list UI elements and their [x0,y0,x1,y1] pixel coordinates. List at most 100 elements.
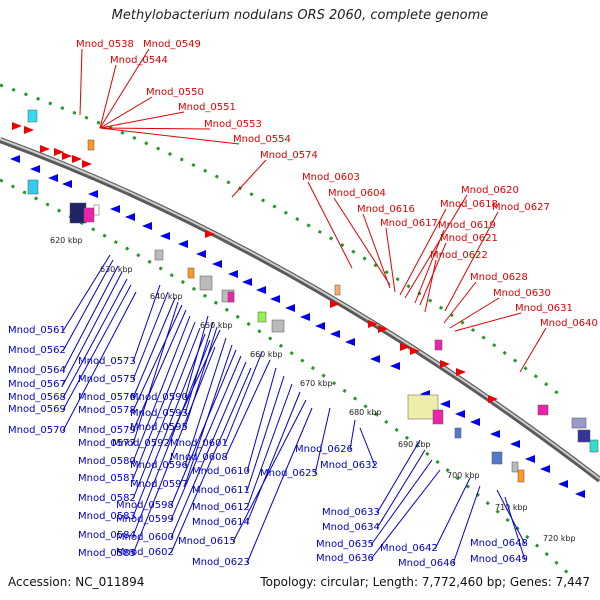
gene-block[interactable] [491,451,503,465]
bottom-gene-label[interactable]: Mnod_0611 [192,485,250,496]
bottom-gene-label[interactable]: Mnod_0573 [78,356,136,367]
top-gene-label[interactable]: Mnod_0640 [540,318,598,329]
top-gene-label[interactable]: Mnod_0627 [492,202,550,213]
gene-arrow[interactable] [330,300,340,308]
gene-arrow[interactable] [62,180,72,188]
gene-arrow[interactable] [10,155,20,163]
gene-arrow[interactable] [330,330,340,338]
top-gene-label[interactable]: Mnod_0538 [76,39,134,50]
gene-block[interactable] [227,291,235,303]
bottom-gene-label[interactable]: Mnod_0600 [116,532,174,543]
top-gene-label[interactable]: Mnod_0553 [204,119,262,130]
gene-arrow[interactable] [82,160,92,168]
gene-arrow[interactable] [160,232,170,240]
gene-block[interactable] [69,202,87,224]
gene-arrow[interactable] [345,338,355,346]
gene-block[interactable] [271,319,285,333]
gene-arrow[interactable] [12,122,22,130]
gene-arrow[interactable] [525,455,535,463]
gene-arrow[interactable] [196,250,206,258]
top-gene-label[interactable]: Mnod_0544 [110,55,168,66]
gene-block[interactable] [517,469,525,483]
gene-arrow[interactable] [72,155,82,163]
bottom-gene-label[interactable]: Mnod_0623 [192,557,250,568]
bottom-gene-label[interactable]: Mnod_0590 [130,392,188,403]
gene-arrow[interactable] [510,440,520,448]
top-gene-label[interactable]: Mnod_0620 [461,185,519,196]
top-gene-label[interactable]: Mnod_0550 [146,87,204,98]
bottom-gene-label[interactable]: Mnod_0596 [130,460,188,471]
gene-block[interactable] [93,204,100,216]
bottom-gene-label[interactable]: Mnod_0635 [316,539,374,550]
gene-arrow[interactable] [24,126,34,134]
top-gene-label[interactable]: Mnod_0630 [493,288,551,299]
gene-arrow[interactable] [440,360,450,368]
gene-arrow[interactable] [455,410,465,418]
bottom-gene-label[interactable]: Mnod_0561 [8,325,66,336]
gene-arrow[interactable] [490,430,500,438]
top-gene-label[interactable]: Mnod_0549 [143,39,201,50]
bottom-gene-label[interactable]: Mnod_0614 [192,517,250,528]
bottom-gene-label[interactable]: Mnod_0567 [8,379,66,390]
gene-arrow[interactable] [256,286,266,294]
top-gene-label[interactable]: Mnod_0621 [440,233,498,244]
gene-arrow[interactable] [242,278,252,286]
gene-arrow[interactable] [300,313,310,321]
gene-block[interactable] [27,109,38,123]
top-gene-label[interactable]: Mnod_0618 [440,199,498,210]
bottom-gene-label[interactable]: Mnod_0585 [78,548,136,559]
gene-block[interactable] [87,139,95,151]
gene-arrow[interactable] [40,145,50,153]
gene-arrow[interactable] [62,152,72,160]
top-gene-label[interactable]: Mnod_0631 [515,303,573,314]
gene-block[interactable] [334,284,341,296]
top-gene-label[interactable]: Mnod_0603 [302,172,360,183]
bottom-gene-label[interactable]: Mnod_0626 [295,444,353,455]
bottom-gene-label[interactable]: Mnod_0577 [78,438,136,449]
bottom-gene-label[interactable]: Mnod_0579 [78,425,136,436]
gene-block[interactable] [434,339,443,351]
gene-arrow[interactable] [110,205,120,213]
bottom-gene-label[interactable]: Mnod_0602 [116,547,174,558]
bottom-gene-label[interactable]: Mnod_0601 [170,438,228,449]
bottom-gene-label[interactable]: Mnod_0592 [112,438,170,449]
bottom-gene-label[interactable]: Mnod_0578 [78,405,136,416]
bottom-gene-label[interactable]: Mnod_0593 [130,408,188,419]
gene-arrow[interactable] [456,368,466,376]
gene-arrow[interactable] [178,240,188,248]
gene-block[interactable] [154,249,164,261]
gene-block[interactable] [511,461,519,473]
bottom-gene-label[interactable]: Mnod_0583 [78,511,136,522]
bottom-gene-label[interactable]: Mnod_0598 [116,500,174,511]
gene-block[interactable] [432,409,444,425]
gene-arrow[interactable] [370,355,380,363]
bottom-gene-label[interactable]: Mnod_0625 [260,468,318,479]
bottom-gene-label[interactable]: Mnod_0582 [78,493,136,504]
bottom-gene-label[interactable]: Mnod_0584 [78,530,136,541]
gene-block[interactable] [199,275,213,291]
bottom-gene-label[interactable]: Mnod_0576 [78,392,136,403]
bottom-gene-label[interactable]: Mnod_0646 [398,558,456,569]
bottom-gene-label[interactable]: Mnod_0610 [192,466,250,477]
gene-arrow[interactable] [30,165,40,173]
gene-arrow[interactable] [440,400,450,408]
bottom-gene-label[interactable]: Mnod_0564 [8,365,66,376]
top-gene-label[interactable]: Mnod_0574 [260,150,318,161]
gene-arrow[interactable] [390,362,400,370]
top-gene-label[interactable]: Mnod_0554 [233,134,291,145]
gene-block[interactable] [83,207,95,223]
bottom-gene-label[interactable]: Mnod_0636 [316,553,374,564]
gene-block[interactable] [577,429,591,443]
bottom-gene-label[interactable]: Mnod_0581 [78,473,136,484]
bottom-gene-label[interactable]: Mnod_0633 [322,507,380,518]
gene-arrow[interactable] [54,148,64,156]
gene-arrow[interactable] [558,480,568,488]
top-gene-label[interactable]: Mnod_0619 [438,220,496,231]
gene-block[interactable] [537,404,549,416]
bottom-gene-label[interactable]: Mnod_0599 [116,514,174,525]
gene-arrow[interactable] [48,174,58,182]
bottom-gene-label[interactable]: Mnod_0570 [8,425,66,436]
bottom-gene-label[interactable]: Mnod_0568 [8,392,66,403]
gene-block[interactable] [187,267,195,279]
gene-arrow[interactable] [400,343,410,351]
